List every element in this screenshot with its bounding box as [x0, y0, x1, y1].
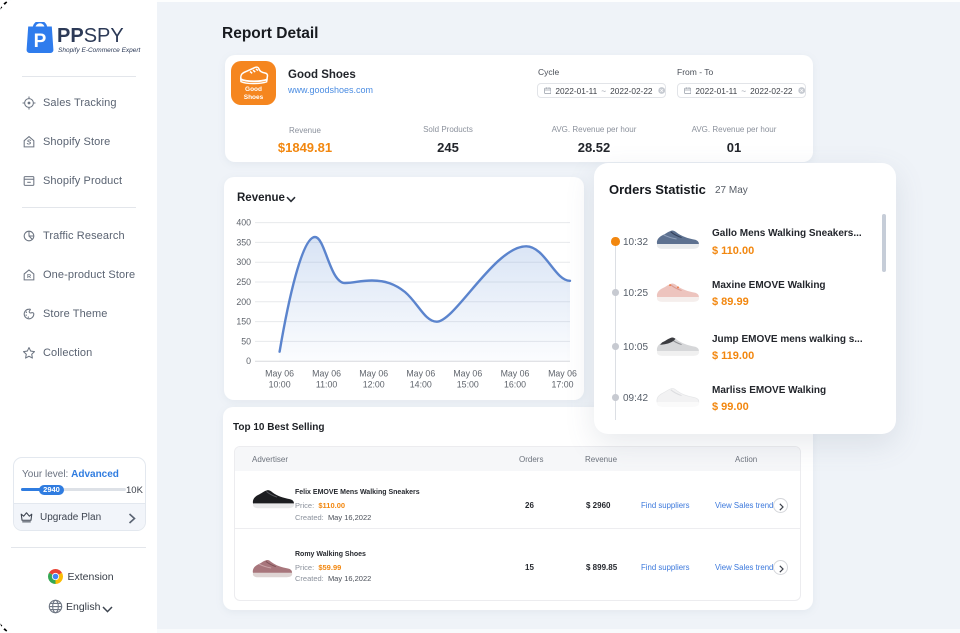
svg-text:P: P	[34, 31, 47, 52]
svg-text:11:00: 11:00	[316, 380, 337, 390]
svg-text:May 06: May 06	[312, 369, 341, 379]
svg-text:May 06: May 06	[548, 369, 577, 379]
svg-text:10:00: 10:00	[269, 380, 291, 390]
svg-text:R: R	[27, 274, 31, 280]
svg-text:S: S	[27, 140, 32, 147]
svg-text:300: 300	[236, 257, 251, 267]
svg-text:May 06: May 06	[406, 369, 435, 379]
svg-text:12:00: 12:00	[363, 380, 385, 390]
svg-text:May 06: May 06	[453, 369, 482, 379]
svg-text:14:00: 14:00	[410, 380, 432, 390]
svg-text:May 06: May 06	[359, 369, 388, 379]
svg-text:400: 400	[236, 218, 251, 228]
svg-text:16:00: 16:00	[504, 380, 526, 390]
svg-text:May 06: May 06	[265, 369, 294, 379]
svg-text:200: 200	[236, 297, 251, 307]
svg-text:May 06: May 06	[501, 369, 530, 379]
svg-text:250: 250	[236, 277, 251, 287]
svg-text:15:00: 15:00	[457, 380, 479, 390]
svg-text:17:00: 17:00	[551, 380, 573, 390]
svg-text:150: 150	[236, 317, 251, 327]
svg-text:50: 50	[241, 336, 251, 346]
svg-text:350: 350	[236, 237, 251, 247]
svg-text:0: 0	[246, 356, 251, 366]
